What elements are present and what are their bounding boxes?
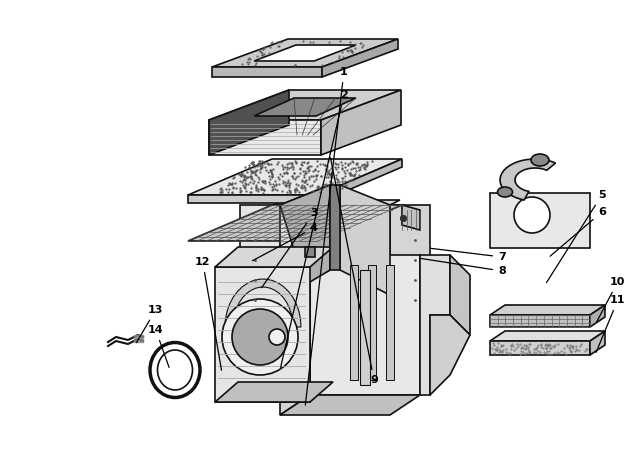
Text: 12: 12 bbox=[195, 257, 222, 370]
Polygon shape bbox=[188, 159, 402, 195]
Polygon shape bbox=[430, 315, 470, 395]
Circle shape bbox=[514, 197, 550, 233]
Polygon shape bbox=[270, 200, 400, 205]
Polygon shape bbox=[254, 98, 356, 116]
Polygon shape bbox=[215, 382, 333, 402]
Polygon shape bbox=[280, 255, 310, 415]
Polygon shape bbox=[420, 255, 450, 395]
Text: 3: 3 bbox=[261, 208, 318, 288]
Polygon shape bbox=[209, 120, 321, 155]
Polygon shape bbox=[318, 159, 402, 203]
Polygon shape bbox=[360, 270, 370, 385]
Polygon shape bbox=[340, 185, 390, 295]
Polygon shape bbox=[212, 39, 398, 67]
Text: 11: 11 bbox=[596, 295, 625, 352]
Polygon shape bbox=[368, 265, 376, 380]
Polygon shape bbox=[280, 395, 420, 415]
Polygon shape bbox=[500, 159, 556, 200]
Polygon shape bbox=[402, 205, 420, 230]
Polygon shape bbox=[490, 305, 605, 315]
Polygon shape bbox=[280, 185, 330, 295]
Polygon shape bbox=[188, 195, 318, 203]
Polygon shape bbox=[490, 192, 590, 247]
Text: 14: 14 bbox=[148, 325, 169, 367]
Polygon shape bbox=[450, 255, 470, 335]
Polygon shape bbox=[350, 265, 358, 380]
Text: 2: 2 bbox=[280, 90, 348, 367]
Ellipse shape bbox=[498, 187, 513, 197]
Polygon shape bbox=[490, 341, 590, 355]
Text: 9: 9 bbox=[330, 158, 378, 385]
Polygon shape bbox=[330, 185, 340, 270]
Polygon shape bbox=[254, 45, 356, 61]
Ellipse shape bbox=[531, 154, 549, 166]
Polygon shape bbox=[188, 205, 402, 241]
Polygon shape bbox=[209, 90, 289, 155]
Polygon shape bbox=[321, 90, 401, 155]
Text: 6: 6 bbox=[550, 207, 606, 256]
Polygon shape bbox=[490, 331, 605, 341]
Polygon shape bbox=[390, 205, 430, 315]
Polygon shape bbox=[215, 247, 333, 267]
Polygon shape bbox=[280, 185, 330, 285]
Text: 1: 1 bbox=[305, 67, 348, 405]
Text: 13: 13 bbox=[137, 305, 163, 342]
Circle shape bbox=[222, 299, 298, 375]
Polygon shape bbox=[322, 39, 398, 77]
Polygon shape bbox=[490, 315, 590, 327]
Polygon shape bbox=[209, 90, 401, 120]
Circle shape bbox=[269, 329, 285, 345]
Circle shape bbox=[232, 309, 288, 365]
Polygon shape bbox=[215, 267, 310, 402]
Text: 5: 5 bbox=[546, 190, 606, 283]
Polygon shape bbox=[386, 265, 394, 380]
Polygon shape bbox=[310, 255, 420, 395]
Polygon shape bbox=[590, 331, 605, 355]
Polygon shape bbox=[240, 205, 280, 315]
Text: 7: 7 bbox=[431, 248, 506, 262]
Polygon shape bbox=[225, 279, 301, 327]
Text: 4: 4 bbox=[253, 223, 318, 261]
Polygon shape bbox=[590, 305, 605, 327]
Polygon shape bbox=[212, 67, 322, 77]
Polygon shape bbox=[305, 247, 315, 257]
Text: 10: 10 bbox=[596, 277, 625, 323]
Text: 8: 8 bbox=[421, 258, 506, 276]
